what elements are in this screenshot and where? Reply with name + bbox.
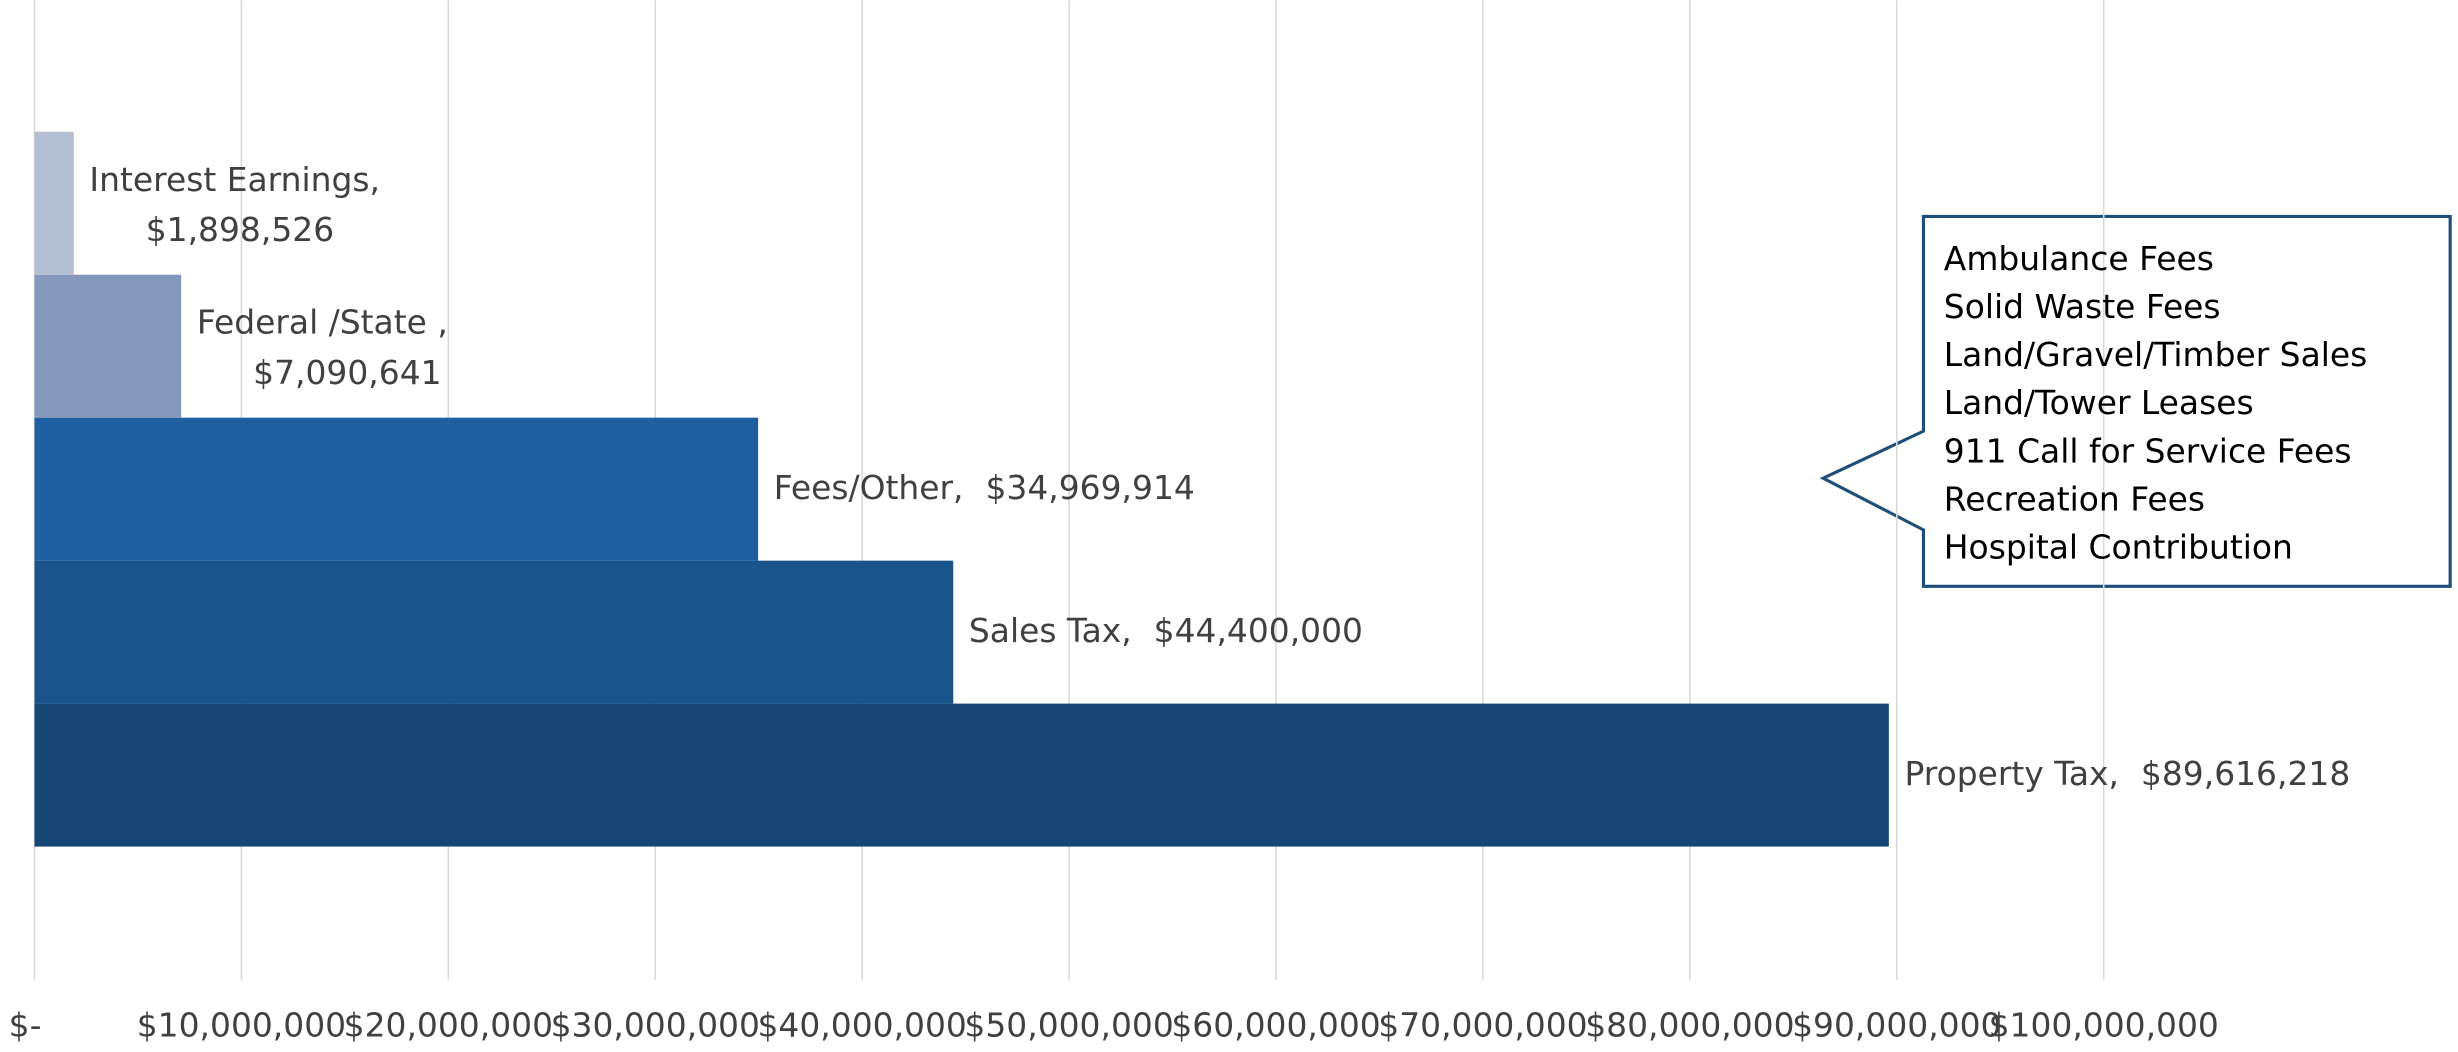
data-label: Property Tax, $89,616,218: [1905, 754, 2351, 793]
data-label-category: Interest Earnings,: [89, 160, 380, 199]
x-tick-label: $40,000,000: [758, 1005, 967, 1044]
callout-line: Solid Waste Fees: [1944, 287, 2221, 326]
callout-line: Land/Tower Leases: [1944, 383, 2254, 422]
bar: [34, 703, 1889, 847]
x-tick-label: $20,000,000: [344, 1005, 553, 1044]
callout-line: 911 Call for Service Fees: [1944, 431, 2352, 470]
x-tick-label: $10,000,000: [137, 1005, 346, 1044]
callout-line: Recreation Fees: [1944, 479, 2205, 518]
x-tick-label: $100,000,000: [1989, 1005, 2219, 1044]
callout-line: Land/Gravel/Timber Sales: [1944, 335, 2367, 374]
callout-line: Ambulance Fees: [1944, 239, 2214, 278]
x-tick-label: $90,000,000: [1792, 1005, 2001, 1044]
x-tick-label: $80,000,000: [1585, 1005, 1794, 1044]
data-label: Sales Tax, $44,400,000: [969, 611, 1363, 650]
bar: [34, 417, 759, 561]
callout-box: [1819, 214, 2452, 588]
data-label-value: $44,400,000: [1154, 611, 1363, 650]
data-label-category: Fees/Other,: [774, 468, 964, 507]
x-tick-label: $70,000,000: [1378, 1005, 1587, 1044]
data-label-value: $1,898,526: [146, 210, 334, 249]
data-label-value: $89,616,218: [2141, 754, 2350, 793]
data-label-category: Federal /State ,: [197, 303, 448, 342]
x-tick-label: $60,000,000: [1171, 1005, 1380, 1044]
bar: [34, 274, 182, 418]
bar: [34, 560, 954, 704]
data-label-value: $34,969,914: [985, 468, 1194, 507]
data-label: Fees/Other, $34,969,914: [774, 468, 1195, 507]
data-label-category: Sales Tax,: [969, 611, 1132, 650]
data-label-value: $7,090,641: [253, 353, 441, 392]
x-tick-label: $-: [9, 1005, 42, 1044]
x-tick-label: $50,000,000: [964, 1005, 1173, 1044]
data-label-category: Property Tax,: [1905, 754, 2119, 793]
x-tick-label: $30,000,000: [551, 1005, 760, 1044]
bar: [34, 131, 74, 275]
callout-line: Hospital Contribution: [1944, 528, 2293, 567]
